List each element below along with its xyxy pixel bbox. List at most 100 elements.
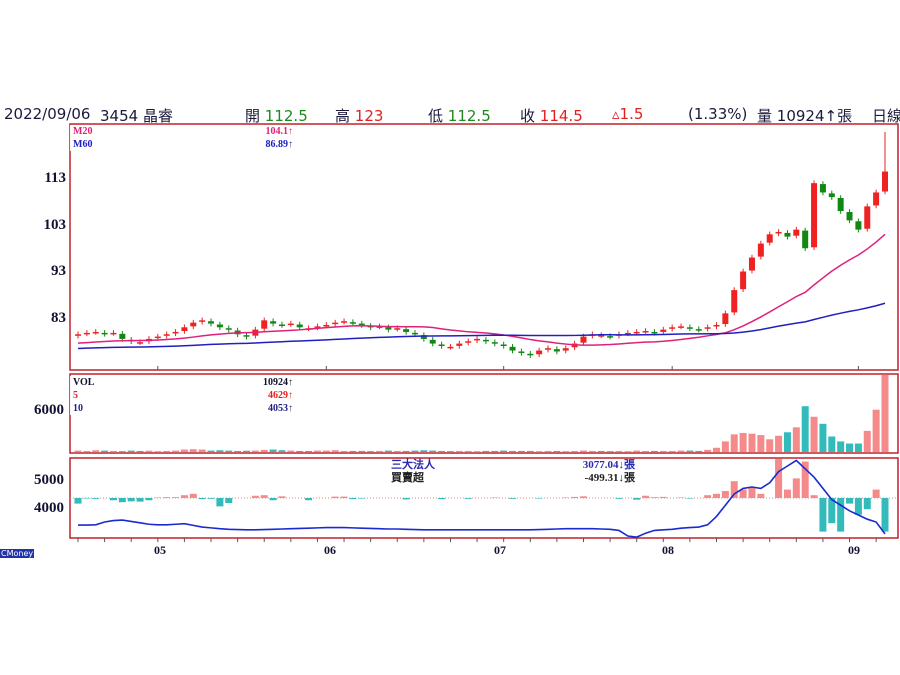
- candle-down: [403, 329, 410, 332]
- net-buy-bar: [562, 497, 570, 498]
- period-label[interactable]: 日線: [872, 107, 900, 125]
- inst-label: 三大法人: [391, 459, 435, 471]
- candle-up: [190, 322, 197, 327]
- candle-down: [119, 333, 126, 339]
- volume-bar: [624, 451, 632, 453]
- net-buy-bar: [748, 486, 756, 498]
- candle-up: [598, 335, 605, 337]
- candle-down: [270, 321, 277, 324]
- net-buy-bar: [535, 498, 543, 499]
- inst-holding-line: [78, 459, 886, 538]
- month-label: 06: [324, 543, 336, 557]
- candle-up: [172, 331, 179, 334]
- volume-bar: [260, 449, 268, 452]
- price-legend: M20 104.1↑ M60 86.89↑: [70, 125, 296, 151]
- candle-down: [784, 232, 791, 237]
- net-buy-bar: [260, 495, 268, 498]
- volume-bar: [127, 450, 135, 452]
- candle-down: [651, 331, 658, 334]
- candle-down: [819, 184, 826, 193]
- volume-bar: [393, 450, 401, 452]
- volume-bar: [482, 450, 490, 452]
- volume-bar: [305, 450, 313, 452]
- net-buy-bar: [739, 489, 747, 498]
- volume-bar: [837, 441, 845, 452]
- candle-up: [110, 332, 117, 335]
- net-buy-bar: [331, 496, 339, 498]
- volume-bar: [686, 450, 694, 452]
- net-buy-bar: [686, 498, 694, 499]
- volume-bar: [500, 450, 508, 452]
- volume-bar: [154, 451, 162, 453]
- volume-bar: [695, 450, 703, 452]
- volume-bar: [739, 432, 747, 452]
- candle-down: [216, 324, 223, 328]
- volume-bar: [828, 436, 836, 452]
- candle-down: [482, 339, 489, 342]
- volume-bar: [668, 450, 676, 452]
- volume-bar: [136, 450, 144, 452]
- net-buy-bar: [615, 498, 623, 499]
- volume-bar: [730, 434, 738, 452]
- candle-down: [278, 324, 285, 327]
- candle-up: [261, 320, 268, 329]
- high-label: 高: [335, 107, 351, 125]
- m60-label: M60: [73, 139, 93, 150]
- stock-name: 3454 晶睿: [100, 107, 173, 125]
- net-buy-bar: [828, 498, 836, 524]
- candle-down: [385, 327, 392, 330]
- volume-bar: [713, 447, 721, 452]
- month-label: 05: [154, 543, 166, 557]
- candle-down: [802, 230, 809, 249]
- candle-down: [686, 327, 693, 329]
- volume-bar: [863, 430, 871, 452]
- candle-up: [740, 271, 747, 290]
- inst-legend: 三大法人 3077.04↓張 買賣超 -499.31↓張: [388, 459, 638, 485]
- volume-bar: [287, 450, 295, 452]
- net-buy-bar: [118, 498, 126, 503]
- volume-bar: [766, 439, 774, 452]
- net-buy-bar: [305, 498, 313, 501]
- volume-bar: [562, 451, 570, 453]
- vol-ma5-value: 4629↑: [268, 390, 293, 401]
- change-percent: (1.33%): [688, 105, 748, 123]
- volume-bar: [535, 451, 543, 453]
- volume-bar: [872, 409, 880, 452]
- candle-up: [793, 229, 800, 236]
- volume-bar: [74, 450, 82, 452]
- volume-bar: [473, 451, 481, 453]
- candle-up: [536, 350, 543, 355]
- candle-up: [75, 334, 81, 336]
- volume-bar: [384, 450, 392, 452]
- candle-up: [332, 322, 339, 325]
- candle-down: [243, 335, 250, 337]
- price-tick: 93: [51, 263, 66, 279]
- candle-down: [828, 193, 835, 198]
- price-tick: 83: [51, 310, 66, 326]
- volume-bar: [446, 451, 454, 453]
- ma20-line: [77, 233, 886, 346]
- volume-bar: [92, 450, 100, 452]
- volume-bar: [775, 435, 783, 452]
- net-buy-bar: [349, 498, 357, 500]
- volume-bar: [225, 450, 233, 452]
- net-buy-bar: [438, 498, 446, 500]
- price-tick: 113: [44, 170, 66, 186]
- candle-down: [527, 353, 534, 356]
- net-label: 買賣超: [391, 472, 424, 484]
- volume-tick: 6000: [34, 402, 64, 418]
- volume-bar: [597, 450, 605, 452]
- candle-down: [225, 328, 232, 330]
- candle-up: [287, 323, 294, 326]
- volume-bar: [411, 450, 419, 452]
- net-buy-bar: [801, 461, 809, 498]
- m60-value: 86.89↑: [265, 139, 294, 150]
- net-buy-bar: [278, 496, 286, 498]
- net-buy-bar: [837, 498, 845, 532]
- candle-down: [296, 324, 303, 328]
- candle-down: [438, 344, 445, 347]
- volume-value: 10924↑張: [776, 107, 853, 125]
- ma60-line: [77, 302, 886, 350]
- volume-bar: [491, 450, 499, 452]
- net-buy-bar: [783, 489, 791, 498]
